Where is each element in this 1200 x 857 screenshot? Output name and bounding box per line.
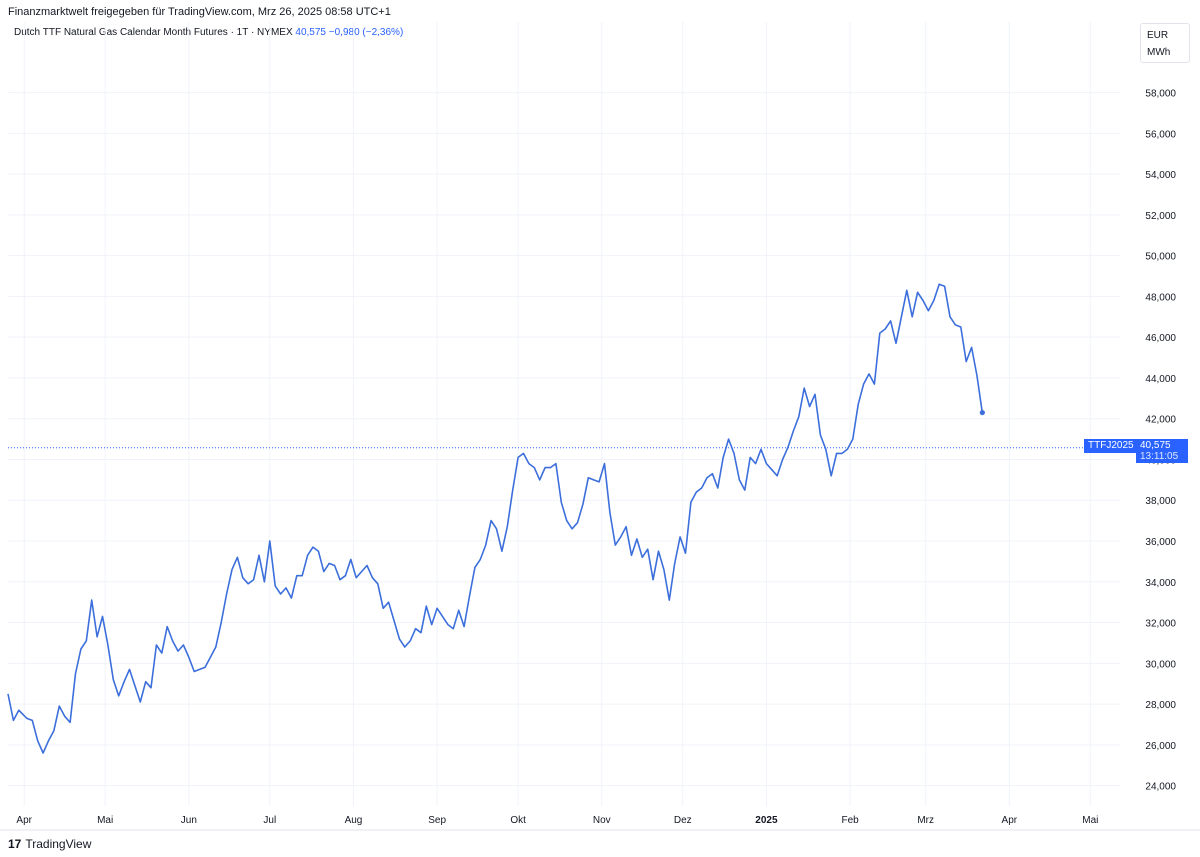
x-tick-label: Jun <box>181 815 197 826</box>
y-tick-label: 34,000 <box>1145 578 1176 589</box>
x-tick-label: Apr <box>1002 815 1018 826</box>
y-tick-label: 50,000 <box>1145 252 1176 263</box>
y-tick-label: 52,000 <box>1145 211 1176 222</box>
tradingview-logo-text: TradingView <box>25 837 92 851</box>
instrument-legend: Dutch TTF Natural Gas Calendar Month Fut… <box>14 27 403 38</box>
countdown-value: 13:11:05 <box>1140 451 1179 462</box>
ticker-label: TTFJ2025 <box>1084 439 1138 453</box>
x-tick-label: Apr <box>16 815 32 826</box>
y-tick-label: 30,000 <box>1145 659 1176 670</box>
x-tick-label: Mai <box>1082 815 1098 826</box>
x-tick-label: Okt <box>510 815 526 826</box>
price-series-line <box>7 283 984 754</box>
y-tick-label: 54,000 <box>1145 170 1176 181</box>
tradingview-logo[interactable]: 17 TradingView <box>8 837 91 851</box>
y-tick-label: 48,000 <box>1145 292 1176 303</box>
x-tick-label: Mrz <box>917 815 934 826</box>
x-tick-label: Jul <box>263 815 276 826</box>
x-tick-label: Mai <box>97 815 113 826</box>
currency-unit-button[interactable]: EUR MWh <box>1140 23 1190 63</box>
x-tick-label: Sep <box>428 815 446 826</box>
y-tick-label: 58,000 <box>1145 89 1176 100</box>
y-tick-label: 56,000 <box>1145 129 1176 140</box>
y-tick-label: 28,000 <box>1145 700 1176 711</box>
y-tick-label: 36,000 <box>1145 537 1176 548</box>
y-tick-label: 44,000 <box>1145 374 1176 385</box>
last-price-dot <box>979 409 985 416</box>
y-tick-label: 42,000 <box>1145 415 1176 426</box>
y-tick-label: 24,000 <box>1145 782 1176 793</box>
currency-label: EUR <box>1147 30 1169 41</box>
x-tick-label: Feb <box>841 815 859 826</box>
grid-lines <box>8 22 1120 806</box>
y-axis: 24,000 26,000 28,000 30,000 32,000 34,000 36,0… <box>1145 89 1176 793</box>
x-tick-label: Dez <box>674 815 692 826</box>
y-tick-label: 46,000 <box>1145 333 1176 344</box>
y-tick-label: 38,000 <box>1145 496 1176 507</box>
x-axis: Apr Mai Jun Jul Aug Sep Okt Nov Dez 2025 Feb Mrz Apr… <box>0 815 1200 831</box>
instrument-title: Dutch TTF Natural Gas Calendar Month Fut… <box>14 27 293 38</box>
last-price-label: 40,575 13:11:05 <box>1136 439 1188 463</box>
x-tick-label: Nov <box>593 815 611 826</box>
legend-change: −0,980 (−2,36%) <box>328 27 404 38</box>
x-tick-label: 2025 <box>755 815 778 826</box>
x-tick-label: Aug <box>345 815 363 826</box>
publisher-line: Finanzmarktwelt freigegeben für TradingV… <box>8 6 391 18</box>
y-tick-label: 26,000 <box>1145 741 1176 752</box>
last-price-value: 40,575 <box>1140 440 1171 451</box>
unit-label: MWh <box>1147 47 1171 58</box>
y-tick-label: 32,000 <box>1145 619 1176 630</box>
tradingview-logo-icon: 17 <box>8 837 22 851</box>
legend-last-price: 40,575 <box>295 27 326 38</box>
